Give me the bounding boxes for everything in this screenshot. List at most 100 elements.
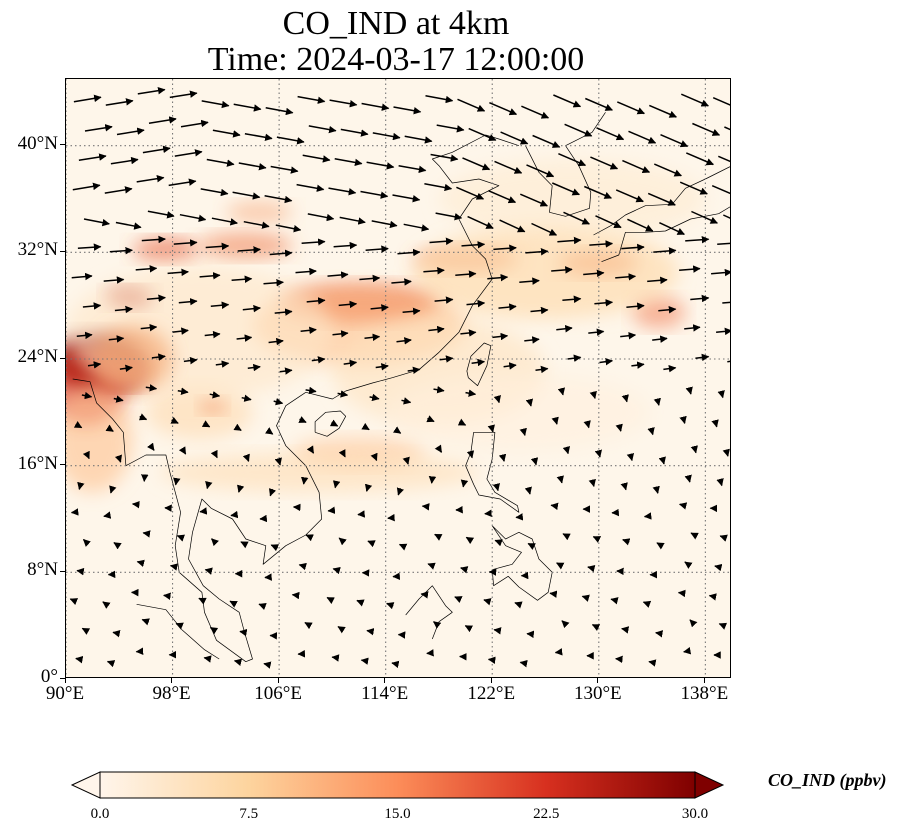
wind-vector-arrow-icon (327, 271, 349, 279)
wind-vector-arrow-icon (498, 453, 507, 462)
wind-vector-arrow-icon (433, 621, 442, 629)
co-plume-patch (199, 232, 293, 259)
wind-vector-arrow-icon (500, 131, 529, 145)
wind-vector-arrow-icon (649, 104, 677, 118)
wind-vector-arrow-icon (425, 95, 454, 104)
wind-vector-arrow-icon (551, 416, 559, 425)
wind-vector-arrow-icon (270, 544, 279, 552)
wind-vector-arrow-icon (692, 122, 721, 136)
wind-vector-arrow-icon (275, 224, 302, 233)
wind-vector-arrow-icon (392, 194, 421, 203)
wind-vector-arrow-icon (556, 324, 573, 333)
wind-vector-arrow-icon (183, 356, 198, 365)
wind-vector-arrow-icon (562, 295, 582, 304)
colorbar-tick-label: 0.0 (90, 806, 110, 822)
wind-vector-arrow-icon (489, 102, 518, 116)
wind-vector-arrow-icon (527, 542, 536, 550)
wind-vector-arrow-icon (391, 660, 400, 669)
wind-vector-arrow-icon (119, 364, 133, 373)
wind-vector-arrow-icon (215, 360, 230, 368)
wind-vector-arrow-icon (78, 153, 107, 162)
wind-vector-arrow-icon (487, 656, 496, 664)
wind-vector-arrow-icon (685, 386, 693, 395)
wind-vector-arrow-icon (653, 247, 677, 255)
wind-vector-arrow-icon (141, 618, 150, 626)
lat-tick-mark (60, 250, 65, 252)
wind-vector-arrow-icon (338, 449, 346, 458)
wind-vector-arrow-icon (621, 394, 629, 403)
wind-vector-arrow-icon (684, 474, 692, 483)
colorbar-tick-label: 7.5 (239, 806, 259, 822)
wind-vector-arrow-icon (626, 302, 645, 310)
wind-vector-arrow-icon (204, 330, 221, 339)
wind-vector-arrow-icon (364, 483, 373, 492)
wind-vector-arrow-icon (370, 304, 389, 312)
wind-vector-arrow-icon (590, 156, 619, 170)
wind-vector-arrow-icon (103, 511, 112, 519)
lon-tick-label: 114°E (361, 683, 409, 704)
wind-vector-arrow-icon (151, 353, 166, 361)
wind-vector-arrow-icon (206, 158, 235, 167)
wind-vector-arrow-icon (653, 397, 661, 406)
wind-vector-arrow-icon (337, 625, 346, 634)
wind-vector-arrow-icon (82, 302, 102, 310)
wind-vector-arrow-icon (716, 478, 724, 487)
lat-tick-mark (60, 357, 65, 359)
wind-vector-arrow-icon (722, 214, 730, 219)
wind-vector-arrow-icon (237, 484, 245, 493)
wind-vector-arrow-icon (112, 630, 121, 638)
wind-vector-arrow-icon (264, 195, 293, 204)
wind-vector-arrow-icon (361, 102, 390, 111)
wind-vector-arrow-icon (396, 337, 412, 345)
wind-vector-arrow-icon (141, 235, 166, 244)
wind-vector-arrow-icon (108, 335, 125, 343)
wind-vector-arrow-icon (244, 132, 273, 142)
wind-vector-arrow-icon (493, 244, 517, 253)
wind-vector-arrow-icon (711, 268, 730, 277)
wind-vector-arrow-icon (147, 210, 175, 219)
wind-vector-arrow-icon (643, 512, 652, 520)
wind-vector-arrow-icon (532, 134, 561, 148)
wind-vector-arrow-icon (550, 502, 559, 511)
lon-tick-mark (490, 678, 492, 683)
wind-vector-arrow-icon (567, 354, 582, 362)
wind-vector-arrow-icon (685, 235, 710, 244)
wind-vector-arrow-icon (372, 132, 401, 141)
wind-vector-arrow-icon (391, 278, 412, 286)
lat-tick-label: 16°N (17, 452, 58, 474)
lon-tick-label: 130°E (573, 683, 622, 704)
wind-vector-arrow-icon (334, 157, 363, 167)
wind-vector-arrow-icon (114, 454, 122, 463)
wind-vector-arrow-icon (558, 153, 587, 167)
wind-vector-arrow-icon (654, 163, 682, 177)
wind-vector-arrow-icon (263, 661, 272, 669)
wind-vector-arrow-icon (105, 98, 134, 106)
wind-vector-arrow-icon (456, 186, 485, 200)
wind-vector-arrow-icon (659, 222, 685, 235)
wind-vector-arrow-icon (404, 135, 433, 144)
wind-vector-arrow-icon (211, 538, 220, 547)
wind-vector-arrow-icon (652, 335, 668, 343)
lat-tick-label: 32°N (17, 239, 58, 261)
wind-vector-arrow-icon (369, 393, 380, 402)
wind-vector-arrow-icon (135, 265, 158, 273)
wind-vector-arrow-icon (236, 334, 253, 342)
wind-vector-arrow-icon (617, 101, 645, 115)
wind-vector-arrow-icon (663, 364, 677, 373)
wind-vector-arrow-icon (584, 185, 612, 199)
wind-vector-arrow-icon (494, 160, 523, 174)
wind-vector-arrow-icon (658, 305, 677, 314)
wind-vector-arrow-icon (113, 541, 122, 550)
wind-vector-arrow-icon (461, 241, 486, 249)
wind-vector-arrow-icon (242, 453, 250, 463)
lat-tick-label: 24°N (17, 346, 58, 367)
wind-vector-arrow-icon (110, 156, 139, 165)
wind-vector-arrow-icon (361, 422, 370, 431)
wind-vector-arrow-icon (229, 600, 238, 608)
wind-vector-arrow-icon (403, 223, 430, 232)
wind-vector-arrow-icon (332, 480, 341, 489)
wind-vector-arrow-icon (371, 220, 398, 229)
wind-vector-arrow-icon (727, 360, 730, 363)
wind-vector-arrow-icon (465, 389, 477, 397)
wind-vector-arrow-icon (268, 488, 277, 497)
